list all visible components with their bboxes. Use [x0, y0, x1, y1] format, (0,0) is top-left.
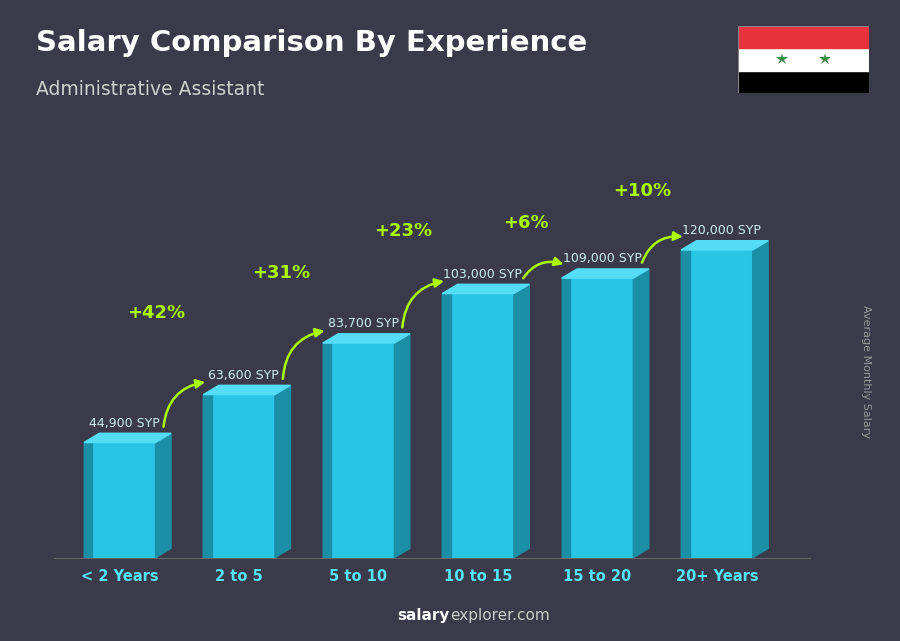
Text: 120,000 SYP: 120,000 SYP: [682, 224, 760, 237]
Polygon shape: [442, 285, 529, 294]
Bar: [84, 442, 156, 558]
Polygon shape: [394, 334, 410, 558]
Bar: [562, 278, 571, 558]
Polygon shape: [514, 285, 529, 558]
Text: 109,000 SYP: 109,000 SYP: [562, 252, 642, 265]
Bar: [442, 294, 451, 558]
Text: +42%: +42%: [127, 304, 184, 322]
Polygon shape: [752, 241, 769, 558]
Text: +31%: +31%: [252, 263, 310, 282]
Polygon shape: [203, 385, 291, 395]
Text: +23%: +23%: [374, 222, 432, 240]
Polygon shape: [156, 433, 171, 558]
Bar: [738, 48, 868, 71]
Bar: [203, 395, 274, 558]
Text: 44,900 SYP: 44,900 SYP: [89, 417, 159, 429]
Text: explorer.com: explorer.com: [450, 608, 550, 623]
Text: 63,600 SYP: 63,600 SYP: [209, 369, 279, 381]
Bar: [681, 250, 689, 558]
Bar: [323, 343, 394, 558]
Polygon shape: [562, 269, 649, 278]
Polygon shape: [323, 334, 410, 343]
Text: salary: salary: [398, 608, 450, 623]
Bar: [738, 26, 868, 48]
Text: 83,700 SYP: 83,700 SYP: [328, 317, 399, 330]
Text: Administrative Assistant: Administrative Assistant: [36, 80, 265, 99]
Bar: [738, 71, 868, 93]
Polygon shape: [634, 269, 649, 558]
Bar: [681, 250, 752, 558]
Text: +10%: +10%: [613, 182, 670, 200]
Polygon shape: [84, 433, 171, 442]
Text: Average Monthly Salary: Average Monthly Salary: [860, 305, 871, 438]
Text: Salary Comparison By Experience: Salary Comparison By Experience: [36, 29, 587, 57]
Polygon shape: [681, 241, 769, 250]
Bar: [442, 294, 514, 558]
Text: 103,000 SYP: 103,000 SYP: [443, 267, 522, 281]
Bar: [203, 395, 212, 558]
Bar: [562, 278, 634, 558]
Bar: [323, 343, 331, 558]
Bar: [84, 442, 93, 558]
Text: +6%: +6%: [503, 213, 549, 232]
Polygon shape: [274, 385, 291, 558]
